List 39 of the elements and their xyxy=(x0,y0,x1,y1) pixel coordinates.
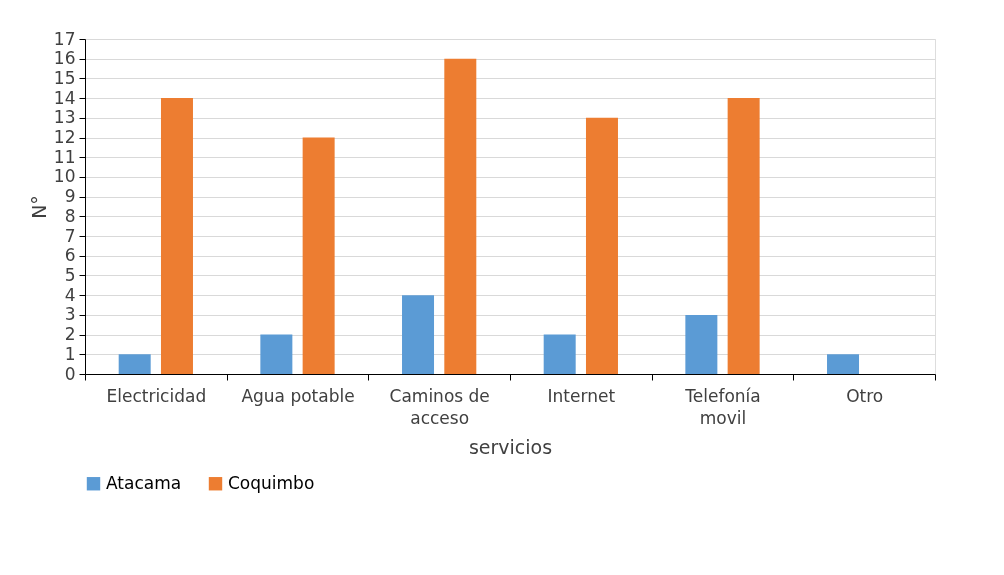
y-tick-label: 13 xyxy=(53,107,76,128)
y-tick-label: 11 xyxy=(53,146,76,167)
bar xyxy=(302,137,335,374)
bar xyxy=(585,117,618,374)
y-tick-label: 3 xyxy=(64,304,76,325)
y-tick-label: 15 xyxy=(53,67,76,88)
x-tick-label: Telefonía movil xyxy=(684,385,761,428)
y-tick-label: 14 xyxy=(53,87,76,108)
bar xyxy=(444,58,477,374)
x-axis-title: servicios xyxy=(468,435,553,458)
y-tick-label: 1 xyxy=(64,343,76,364)
y-tick-label: 7 xyxy=(64,225,76,246)
bar xyxy=(118,354,151,374)
y-tick-label: 8 xyxy=(64,205,76,226)
y-axis-title: N° xyxy=(27,195,50,219)
bar xyxy=(402,295,435,374)
legend-label: Atacama xyxy=(106,472,182,493)
y-tick-label: 4 xyxy=(64,284,76,305)
x-tick-label: Otro xyxy=(846,385,884,406)
y-tick-label: 0 xyxy=(64,363,76,384)
y-tick-label: 17 xyxy=(53,28,76,49)
bar xyxy=(543,334,576,374)
x-tick-label: Caminos de acceso xyxy=(389,385,490,428)
y-tick-label: 2 xyxy=(64,324,76,345)
legend-label: Coquimbo xyxy=(228,472,315,493)
bar xyxy=(160,98,193,374)
bar xyxy=(827,354,860,374)
y-tick-label: 16 xyxy=(53,48,76,69)
y-tick-label: 5 xyxy=(64,264,76,285)
y-tick-label: 6 xyxy=(64,245,76,266)
bar xyxy=(685,314,718,374)
y-tick-label: 12 xyxy=(53,127,76,148)
y-tick-label: 10 xyxy=(53,166,76,187)
bar xyxy=(260,334,293,374)
x-tick-label: Electricidad xyxy=(106,385,207,406)
x-tick-label: Agua potable xyxy=(241,385,355,406)
bar xyxy=(727,98,760,374)
y-tick-label: 9 xyxy=(64,186,76,207)
x-tick-label: Internet xyxy=(547,385,616,406)
